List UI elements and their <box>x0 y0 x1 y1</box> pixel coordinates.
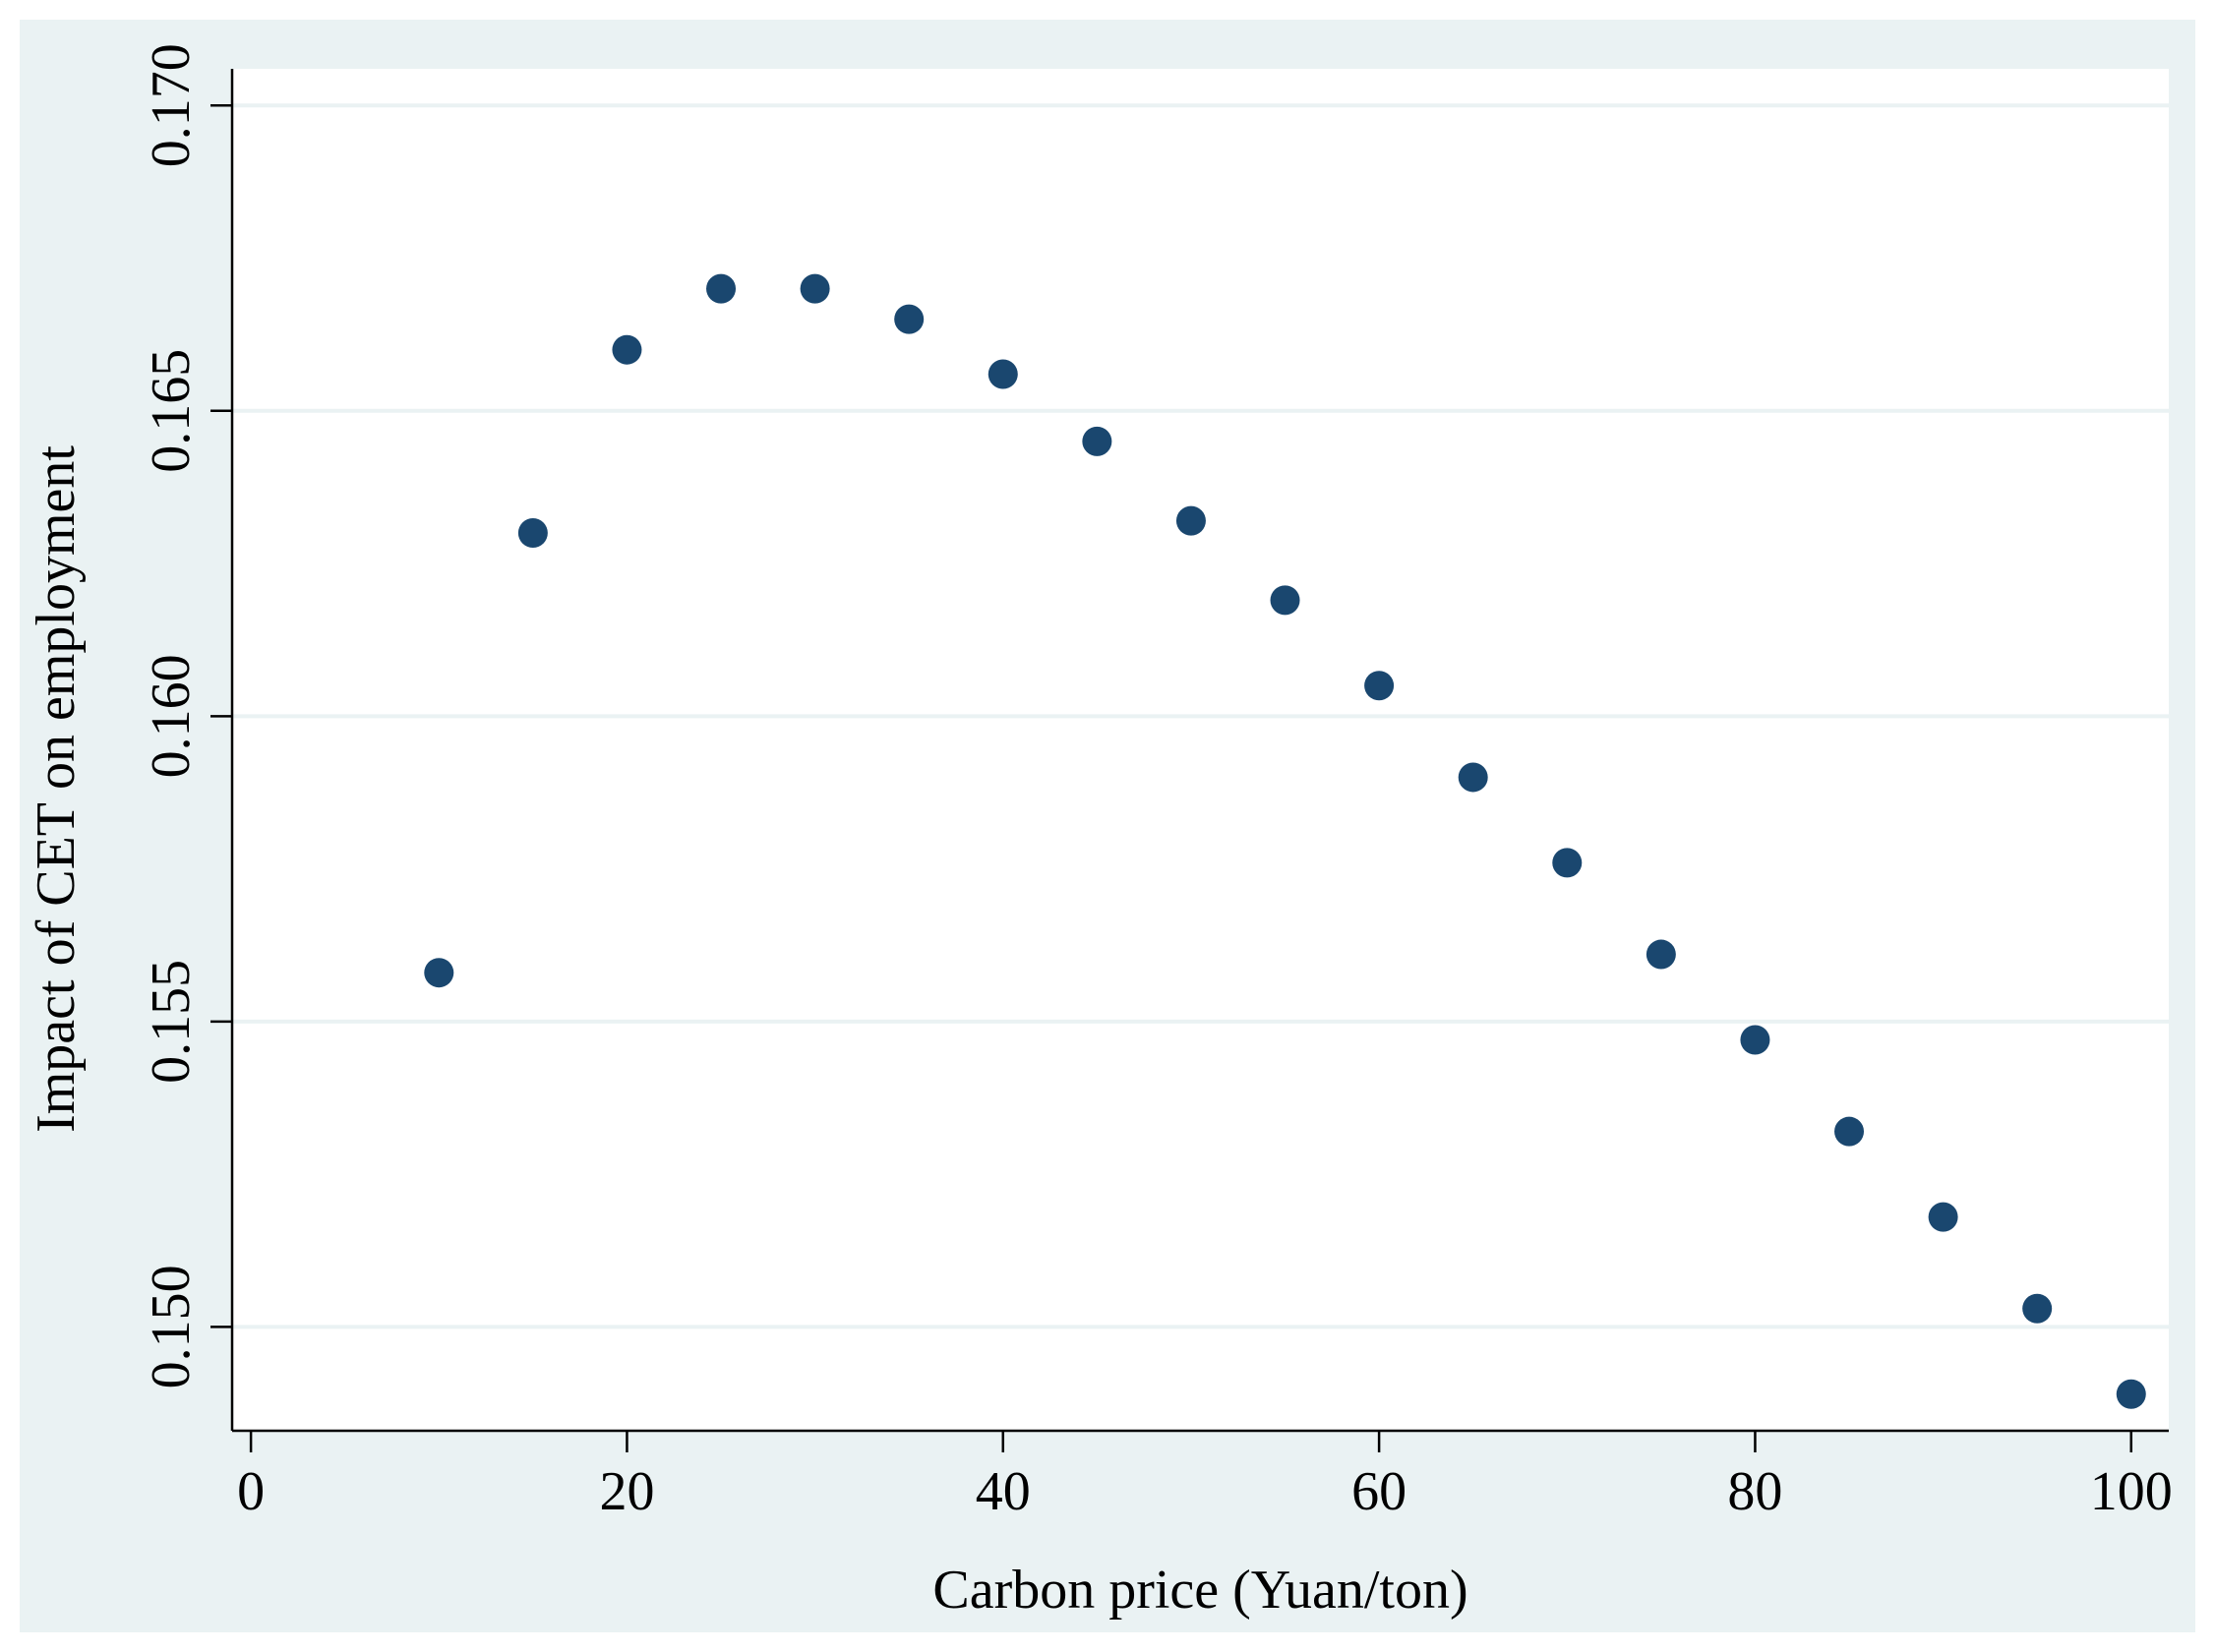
plot-area <box>232 69 2169 1431</box>
data-point <box>2022 1293 2053 1324</box>
x-tick-label: 20 <box>599 1461 654 1522</box>
y-axis-ticks: 0.150 0.155 0.160 0.165 0.170 <box>141 43 232 1388</box>
data-point <box>1552 848 1583 878</box>
y-tick-label: 0.155 <box>141 960 202 1084</box>
data-point <box>1646 939 1676 970</box>
y-tick-label: 0.150 <box>141 1265 202 1388</box>
data-point <box>1175 505 1206 536</box>
data-point <box>988 359 1018 389</box>
data-point <box>517 518 548 549</box>
data-point <box>2116 1379 2146 1409</box>
y-tick-label: 0.170 <box>141 43 202 167</box>
data-point <box>1082 426 1112 456</box>
x-tick-label: 80 <box>1727 1461 1782 1522</box>
data-point <box>612 334 642 365</box>
y-tick-label: 0.165 <box>141 349 202 473</box>
data-point <box>800 273 830 304</box>
x-tick-label: 60 <box>1351 1461 1407 1522</box>
data-points <box>424 273 2146 1409</box>
data-point <box>1740 1025 1770 1055</box>
x-tick-label: 40 <box>976 1461 1031 1522</box>
x-axis-label: Carbon price (Yuan/ton) <box>932 1560 1467 1621</box>
y-axis-label: Impact of CET on employment <box>26 445 87 1133</box>
y-tick-label: 0.160 <box>141 654 202 778</box>
data-point <box>706 273 737 304</box>
data-point <box>1458 762 1488 793</box>
data-point <box>1834 1116 1865 1147</box>
data-point <box>1270 585 1300 616</box>
x-axis-ticks: 0 20 40 60 80 100 <box>237 1431 2173 1522</box>
x-tick-label: 100 <box>2090 1461 2173 1522</box>
data-point <box>424 958 454 988</box>
data-point <box>1928 1202 1958 1232</box>
data-point <box>894 304 925 334</box>
grid-lines <box>232 103 2169 1329</box>
x-tick-label: 0 <box>237 1461 265 1522</box>
data-point <box>1364 671 1395 701</box>
